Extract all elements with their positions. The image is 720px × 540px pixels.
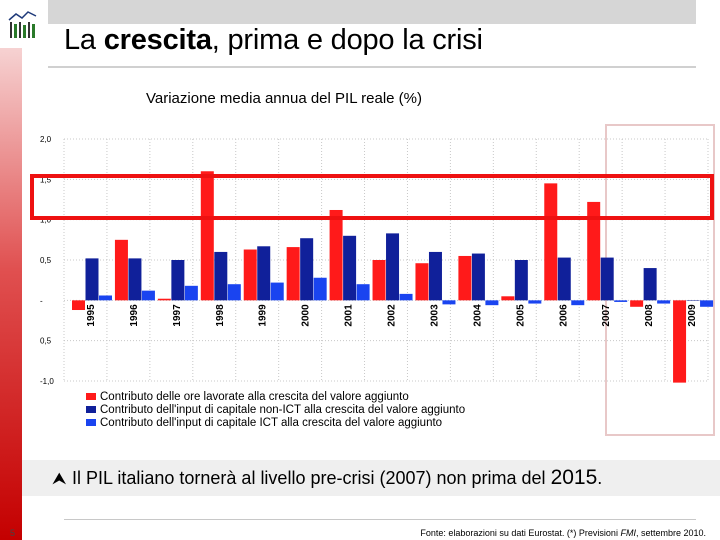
bar-hours: [673, 300, 687, 383]
x-tick-label: 2009: [687, 304, 698, 327]
arrow-bullet-icon: ⮝: [52, 469, 67, 488]
bar-ict: [313, 277, 327, 301]
bar-ict: [485, 300, 499, 306]
source-note: Fonte: elaborazioni su dati Eurostat. (*…: [420, 528, 706, 538]
bar-ict: [528, 300, 542, 304]
slide-number: 5: [10, 528, 16, 538]
bar-non-ict: [386, 233, 400, 301]
bar-non-ict: [686, 300, 700, 301]
bar-ict: [442, 300, 456, 305]
source-suffix: , settembre 2010.: [635, 528, 706, 538]
bar-hours: [587, 201, 601, 301]
x-tick-label: 1999: [258, 304, 269, 327]
bar-hours: [329, 209, 343, 301]
title-prefix: La: [64, 24, 104, 56]
bar-ict: [356, 284, 370, 301]
bar-non-ict: [128, 258, 142, 301]
bar-hours: [157, 298, 171, 301]
bar-ict: [227, 284, 241, 301]
bar-hours: [72, 300, 85, 311]
bar-non-ict: [643, 268, 657, 301]
bar-hours: [458, 255, 472, 301]
title-suffix: , prima e dopo la crisi: [211, 24, 483, 56]
x-tick-label: 2007: [601, 304, 612, 327]
source-prefix: Fonte: elaborazioni su dati Eurostat. (*…: [420, 528, 621, 538]
bar-hours: [200, 171, 214, 301]
legend-swatch: [86, 419, 96, 426]
bullet-main: Il PIL italiano tornerà al livello pre-c…: [72, 468, 551, 488]
bullet-year: 2015: [550, 466, 598, 489]
y-tick-label: -1,0: [40, 377, 54, 386]
bar-non-ict: [214, 251, 228, 301]
bullet-text: Il PIL italiano tornerà al livello pre-c…: [72, 466, 602, 490]
bar-ict: [99, 295, 112, 301]
bar-hours: [243, 249, 257, 301]
y-tick-label: 2,0: [40, 135, 52, 144]
legend-swatch: [86, 406, 96, 413]
bar-ict: [571, 300, 585, 306]
x-tick-label: 2008: [644, 304, 655, 327]
logo-icon: [6, 6, 40, 40]
bar-hours: [114, 239, 128, 301]
legend-label: Contributo delle ore lavorate alla cresc…: [100, 391, 409, 403]
bar-ict: [700, 300, 714, 307]
x-tick-label: 1996: [129, 304, 140, 327]
bar-non-ict: [428, 251, 442, 301]
bar-ict: [399, 293, 413, 301]
bar-non-ict: [514, 260, 528, 301]
left-accent-bar: [0, 48, 22, 540]
bar-hours: [630, 300, 644, 307]
header-band: [48, 0, 696, 24]
highlight-box: [30, 174, 714, 220]
legend-label: Contributo dell'input di capitale non-IC…: [100, 404, 465, 416]
x-tick-label: 1997: [172, 304, 183, 327]
title-divider: [48, 66, 696, 68]
x-tick-label: 1995: [86, 304, 97, 327]
x-tick-label: 2000: [301, 304, 312, 327]
y-tick-label: -: [40, 296, 43, 305]
bar-ict: [141, 290, 155, 301]
bar-ict: [657, 300, 671, 304]
title-bold: crescita: [103, 24, 212, 56]
bar-non-ict: [300, 238, 314, 301]
bar-non-ict: [85, 258, 99, 301]
x-tick-label: 2005: [515, 304, 526, 327]
y-tick-label: 0,5: [40, 337, 52, 346]
source-italic: FMI: [620, 528, 636, 538]
legend-label: Contributo dell'input di capitale ICT al…: [100, 417, 442, 429]
x-tick-label: 2002: [387, 304, 398, 327]
x-tick-label: 2004: [472, 304, 483, 327]
bullet-band: [22, 460, 720, 496]
bar-non-ict: [257, 246, 271, 301]
bar-hours: [372, 260, 386, 301]
bar-ict: [184, 285, 198, 301]
x-tick-label: 1998: [215, 304, 226, 327]
bullet-end: .: [597, 468, 603, 488]
bar-ict: [614, 300, 628, 302]
bar-hours: [544, 183, 558, 301]
x-tick-label: 2003: [429, 304, 440, 327]
bar-non-ict: [557, 257, 571, 301]
footer-divider: [64, 519, 696, 520]
legend-swatch: [86, 393, 96, 400]
bar-non-ict: [343, 235, 357, 301]
y-tick-label: 1,0: [40, 216, 52, 225]
x-tick-label: 2006: [558, 304, 569, 327]
slide-title: La crescita, prima e dopo la crisi: [64, 24, 483, 64]
y-tick-label: 0,5: [40, 256, 52, 265]
x-tick-label: 2001: [344, 304, 355, 327]
bar-hours: [286, 247, 300, 301]
bar-hours: [415, 263, 429, 301]
y-tick-label: 1,5: [40, 175, 52, 184]
bar-ict: [270, 282, 284, 301]
bar-non-ict: [471, 253, 485, 301]
bar-non-ict: [600, 257, 614, 301]
bar-hours: [501, 296, 515, 301]
bar-non-ict: [171, 260, 185, 301]
chart-title: Variazione media annua del PIL reale (%): [146, 90, 422, 107]
